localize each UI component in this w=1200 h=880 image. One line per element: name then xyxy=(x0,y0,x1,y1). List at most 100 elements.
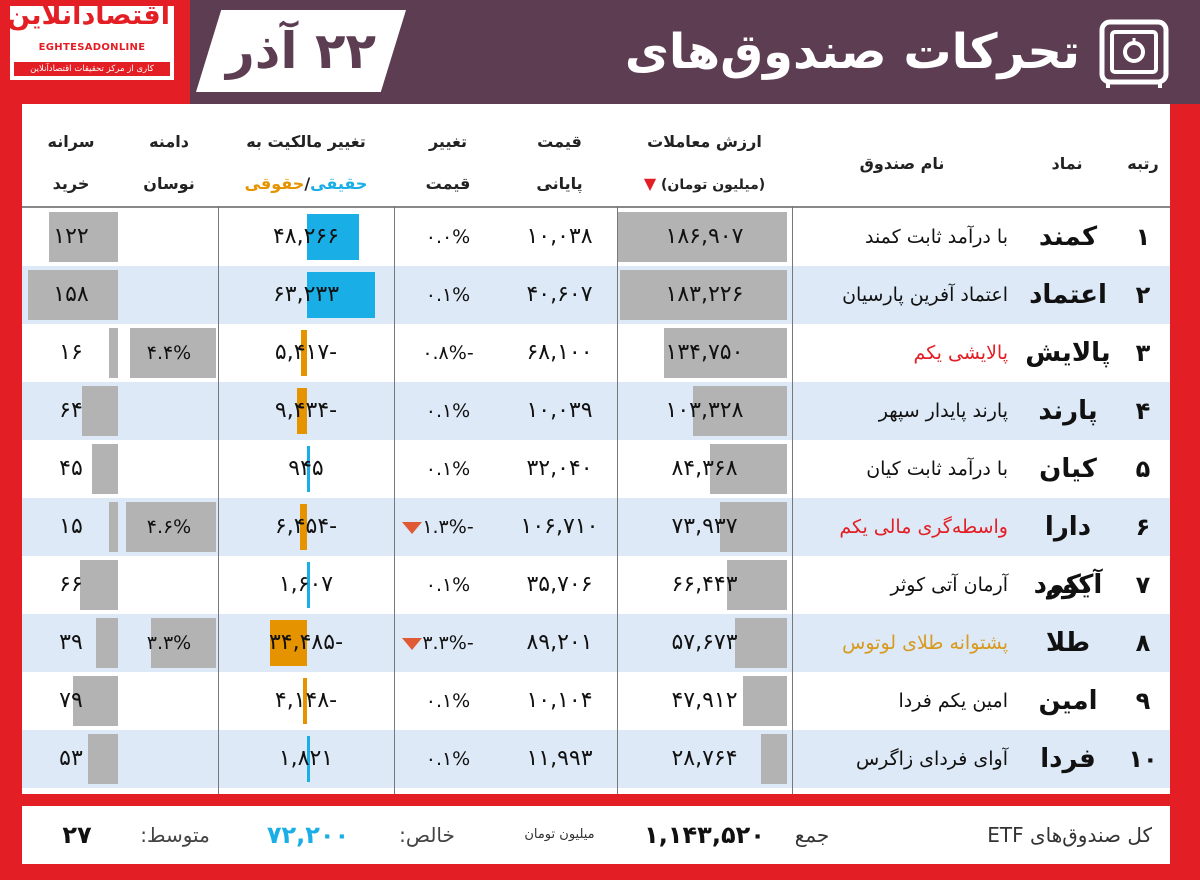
percap-bar xyxy=(96,618,118,668)
percap-bar xyxy=(88,734,118,784)
fund-name-cell: اعتماد آفرین پارسیان xyxy=(842,284,1008,306)
value-cell: ۱۸۶,۹۰۷ xyxy=(665,224,744,249)
change-cell: ۰.۱% xyxy=(425,748,471,770)
ownership-cell: ۱,۸۲۱ xyxy=(278,746,334,771)
percap-bar xyxy=(92,444,118,494)
logo-text-fa: اقتصادآنلاین xyxy=(7,0,170,31)
range-cell xyxy=(120,440,218,498)
fund-name-cell: با درآمد ثابت کیان xyxy=(866,458,1008,480)
col-percap: سرانه xyxy=(47,132,95,151)
price-cell: ۳۲,۰۴۰ xyxy=(526,456,593,481)
percap-bar xyxy=(82,386,118,436)
col-value-unit: (میلیون تومان) ▼ xyxy=(643,174,766,193)
fund-name-cell: آرمان آتی کوثر xyxy=(890,574,1009,596)
value-cell: ۵۷,۶۷۳ xyxy=(671,630,738,655)
percap-cell: ۱۵ xyxy=(59,514,83,539)
header: اقتصادآنلاین EGHTESADONLINE کاری از مرکز… xyxy=(0,0,1200,156)
fund-name-cell: آوای فردای زاگرس xyxy=(855,748,1008,770)
symbol-cell: فردا xyxy=(1040,744,1096,774)
ownership-cell: ۱,۶۰۷ xyxy=(278,572,334,597)
range-cell xyxy=(120,672,218,730)
col-symbol: نماد xyxy=(1051,154,1083,173)
fund-name-cell: واسطه‌گری مالی یکم xyxy=(839,516,1008,538)
logo-text-en: EGHTESADONLINE xyxy=(38,42,146,53)
value-bar xyxy=(620,270,787,320)
column-divider xyxy=(394,206,395,794)
table-row: ۹ امین یکم امین یکم فردا ۴۷,۹۱۲ ۱۰,۱۰۴ ۰.۱% -۴… xyxy=(22,672,1170,774)
table-row: ۴ پارند پارند پایدار سپهر ۱۰۳,۳۲۸ ۱۰,۰۳۹ ۰.۱%… xyxy=(22,382,1170,440)
value-cell: ۲۸,۷۶۴ xyxy=(671,746,738,771)
rank-cell: ۵ xyxy=(1135,455,1151,483)
fund-name-cell: با درآمد ثابت کمند xyxy=(864,226,1008,248)
sum-label: جمع xyxy=(794,823,830,847)
percap-cell: ۴۵ xyxy=(59,456,83,481)
value-cell: ۴۷,۹۱۲ xyxy=(671,688,738,713)
change-cell: ۰.۱% xyxy=(425,400,471,422)
range-cell: ۴.۶% xyxy=(146,516,192,538)
ownership-cell: ۴۸,۲۶۶ xyxy=(272,224,340,249)
range-bar xyxy=(130,328,216,378)
ownership-bar xyxy=(301,330,307,376)
table-row: ۵ کیان با درآمد ثابت کیان ۸۴,۳۶۸ ۳۲,۰۴۰ ۰.۱% ۹… xyxy=(22,440,1170,498)
column-divider xyxy=(617,206,618,794)
col-change-sub: قیمت xyxy=(425,174,471,193)
ownership-cell: -۳۴,۴۸۵ xyxy=(268,630,344,655)
change-cell: ۰.۱% xyxy=(425,690,471,712)
col-price: قیمت xyxy=(537,132,582,151)
date-label: ۲۲ آذر xyxy=(225,22,377,80)
ownership-bar xyxy=(307,214,359,260)
value-bar xyxy=(720,502,787,552)
rank-cell: ۷ xyxy=(1135,571,1151,599)
legend-real: حقیقی xyxy=(310,174,368,193)
percap-bar xyxy=(109,502,118,552)
price-cell: ۱۰,۰۳۹ xyxy=(526,398,593,423)
ownership-bar xyxy=(297,388,307,434)
value-cell: ۸۴,۳۶۸ xyxy=(671,456,738,481)
range-cell xyxy=(120,266,218,324)
fund-name-cell: پالایشی یکم xyxy=(913,342,1008,364)
rank-cell: ۴ xyxy=(1135,397,1151,425)
change-cell: -۳.۳% xyxy=(422,632,474,654)
change-cell: ۰.۱% xyxy=(425,458,471,480)
col-change: تغییر xyxy=(428,132,468,151)
down-arrow-icon xyxy=(402,638,422,650)
legend-legal: حقوقی xyxy=(244,174,305,193)
price-cell: ۱۱,۹۹۳ xyxy=(526,746,593,771)
price-cell: ۱۰۶,۷۱۰ xyxy=(520,514,599,539)
ownership-cell: -۵,۴۱۷ xyxy=(274,340,338,365)
change-cell: ۰.۱% xyxy=(425,284,471,306)
percap-cell: ۳۹ xyxy=(59,630,83,655)
col-ownership: تغییر مالکیت به xyxy=(246,132,366,151)
range-cell xyxy=(120,556,218,614)
logo: اقتصادآنلاین EGHTESADONLINE کاری از مرکز… xyxy=(0,0,190,104)
percap-cell: ۶۴ xyxy=(59,398,83,423)
rank-cell: ۳ xyxy=(1135,339,1151,367)
net-label: خالص: xyxy=(399,823,455,847)
totals-bar: کل صندوق‌های ETF جمع ۱,۱۴۳,۵۲۰ میلیون تو… xyxy=(22,806,1170,864)
symbol-cell: اعتماد xyxy=(1029,280,1107,310)
value-cell: ۱۸۳,۲۲۶ xyxy=(665,282,744,307)
ownership-cell: ۹۴۵ xyxy=(288,456,324,481)
symbol-cell: کیان xyxy=(1039,454,1097,484)
table-row: ۳ پالایش پالایشی یکم ۱۳۴,۷۵۰ ۶۸,۱۰۰ -۰.۸% -۵,۴… xyxy=(22,324,1170,382)
range-bar xyxy=(151,618,216,668)
rank-cell: ۲ xyxy=(1135,281,1151,309)
footer-label: کل صندوق‌های ETF xyxy=(987,823,1152,847)
safe-icon xyxy=(1099,19,1169,88)
change-cell: ۰.۱% xyxy=(425,574,471,596)
symbol-cell: طلا xyxy=(1045,628,1091,658)
percap-bar xyxy=(28,270,118,320)
price-cell: ۴۰,۶۰۷ xyxy=(526,282,593,307)
ownership-cell: ۶۳,۲۳۳ xyxy=(272,282,340,307)
rank-cell: ۸ xyxy=(1135,629,1151,657)
rank-cell: ۹ xyxy=(1135,687,1151,715)
percap-bar xyxy=(73,676,118,726)
symbol-cell: پارند xyxy=(1038,396,1098,426)
value-bar xyxy=(735,618,787,668)
percap-cell: ۵۳ xyxy=(59,746,83,771)
value-bar xyxy=(710,444,787,494)
percap-cell: ۱۵۸ xyxy=(53,282,89,307)
ownership-bar xyxy=(307,272,375,318)
header-divider xyxy=(22,206,1170,208)
logo-tagline: کاری از مرکز تحقیقات اقتصادآنلاین xyxy=(14,62,170,76)
